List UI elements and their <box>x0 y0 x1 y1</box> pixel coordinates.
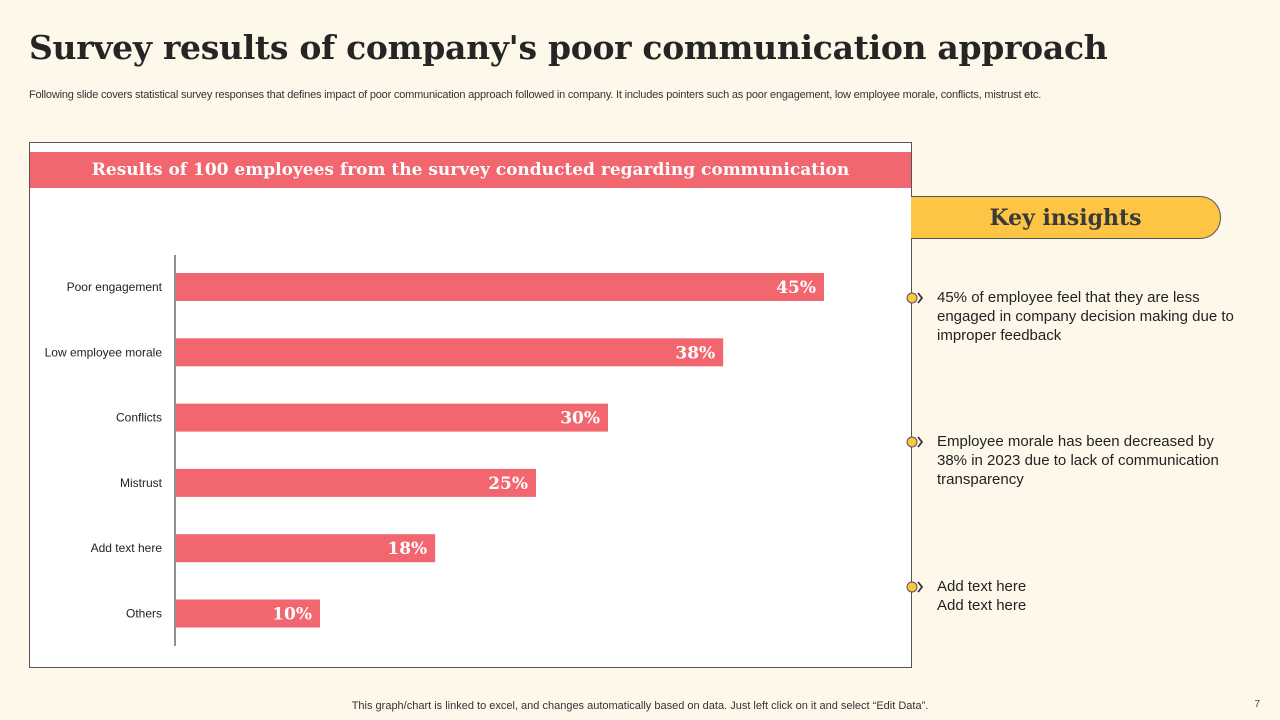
page-title: Survey results of company's poor communi… <box>29 28 1108 67</box>
category-label: Mistrust <box>120 476 163 490</box>
data-label: 30% <box>560 409 600 429</box>
category-label: Add text here <box>91 541 163 555</box>
bullet-chevron-icon <box>906 436 924 448</box>
data-label: 45% <box>776 278 816 298</box>
bar-chart[interactable]: Poor engagement 45% Low employee morale 38%… <box>30 143 911 667</box>
insight-text: Add text here Add text here <box>937 578 1027 614</box>
bar[interactable] <box>176 403 608 432</box>
data-label: 10% <box>272 605 312 625</box>
key-insights-heading: Key insights <box>911 196 1221 239</box>
bullet-chevron-icon <box>906 581 924 593</box>
category-label: Others <box>126 607 162 621</box>
data-label: 38% <box>675 343 715 363</box>
category-label: Low employee morale <box>45 345 163 359</box>
data-label: 25% <box>488 474 528 494</box>
insight-text: Employee morale has been decreased by 38… <box>937 433 1219 488</box>
footer-note: This graph/chart is linked to excel, and… <box>351 700 929 712</box>
data-label: 18% <box>387 539 427 559</box>
bar[interactable] <box>176 599 320 628</box>
chart-title: Results of 100 employees from the survey… <box>30 152 911 188</box>
bar[interactable] <box>176 534 436 563</box>
bar[interactable] <box>176 338 724 367</box>
bar[interactable] <box>176 273 824 301</box>
insight-text: 45% of employee feel that they are less … <box>937 289 1234 344</box>
bullet-chevron-icon <box>906 292 924 304</box>
chart-panel[interactable]: Results of 100 employees from the survey… <box>29 142 912 668</box>
page-subtitle: Following slide covers statistical surve… <box>29 89 1042 101</box>
page-number: 7 <box>1254 699 1260 710</box>
category-label: Poor engagement <box>67 280 163 294</box>
category-label: Conflicts <box>116 411 162 425</box>
bar[interactable] <box>176 468 536 497</box>
